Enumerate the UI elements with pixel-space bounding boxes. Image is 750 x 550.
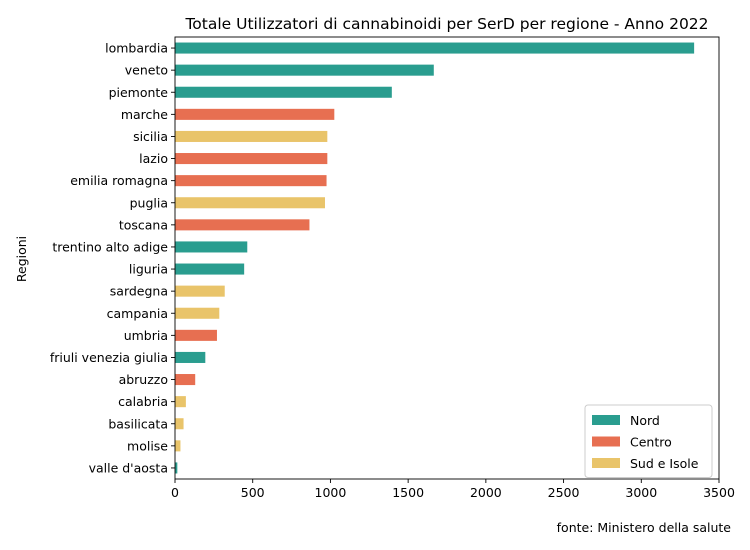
bar <box>175 108 335 120</box>
bars-group <box>175 42 695 474</box>
x-tick-label: 0 <box>171 485 179 500</box>
bar <box>175 263 245 275</box>
y-tick-label: campania <box>107 306 168 321</box>
x-tick-label: 500 <box>241 485 265 500</box>
legend-label: Centro <box>630 435 672 450</box>
bar <box>175 86 392 98</box>
bar <box>175 130 328 142</box>
y-tick-label: basilicata <box>108 416 168 431</box>
y-tick-label: trentino alto adige <box>52 239 168 254</box>
x-tick-label: 2000 <box>470 485 502 500</box>
bar <box>175 374 196 386</box>
bar <box>175 197 325 209</box>
bar <box>175 351 206 363</box>
legend: Nord Centro Sud e Isole <box>584 404 713 478</box>
y-tick-label: toscana <box>119 217 168 232</box>
y-tick-label: lazio <box>139 151 168 166</box>
bar <box>175 153 328 165</box>
x-tick-label: 2500 <box>548 485 580 500</box>
y-tick-label: valle d'aosta <box>89 460 168 475</box>
y-tick-label: abruzzo <box>119 372 168 387</box>
y-tick-label: liguria <box>129 262 168 277</box>
bar <box>175 440 181 452</box>
bar <box>175 329 217 341</box>
y-tick-label: piemonte <box>109 85 169 100</box>
y-tick-label: lombardia <box>105 41 168 56</box>
bar <box>175 462 178 474</box>
legend-swatch <box>592 415 620 425</box>
y-axis: lombardia veneto piemonte marche sicilia lazi… <box>50 41 175 475</box>
y-tick-label: umbria <box>124 328 168 343</box>
legend-label: Sud e Isole <box>630 456 699 471</box>
y-tick-label: molise <box>127 438 168 453</box>
y-tick-label: marche <box>121 107 168 122</box>
y-tick-label: emilia romagna <box>70 173 168 188</box>
y-tick-label: sicilia <box>133 129 168 144</box>
x-tick-label: 1500 <box>392 485 424 500</box>
y-tick-label: friuli venezia giulia <box>50 350 168 365</box>
y-tick-label: calabria <box>118 394 168 409</box>
y-tick-label: puglia <box>130 195 168 210</box>
source-note: fonte: Ministero della salute <box>557 520 732 535</box>
bar <box>175 241 248 253</box>
x-axis: 0 500 1000 1500 2000 2500 3000 3500 <box>171 479 735 500</box>
chart-title: Totale Utilizzatori di cannabinoidi per … <box>184 15 708 33</box>
bar <box>175 219 310 231</box>
bar <box>175 42 695 54</box>
y-tick-label: veneto <box>125 63 168 78</box>
bar <box>175 175 327 187</box>
x-tick-label: 3000 <box>625 485 657 500</box>
x-tick-label: 3500 <box>703 485 735 500</box>
legend-swatch <box>592 458 620 468</box>
bar <box>175 396 186 408</box>
x-tick-label: 1000 <box>315 485 347 500</box>
bar <box>175 307 220 319</box>
bar <box>175 285 225 297</box>
legend-label: Nord <box>630 413 660 428</box>
y-tick-label: sardegna <box>110 284 168 299</box>
plot-frame <box>174 36 720 480</box>
y-axis-label: Regioni <box>14 236 29 282</box>
legend-swatch <box>592 436 620 447</box>
bar <box>175 418 184 430</box>
bar <box>175 64 434 76</box>
